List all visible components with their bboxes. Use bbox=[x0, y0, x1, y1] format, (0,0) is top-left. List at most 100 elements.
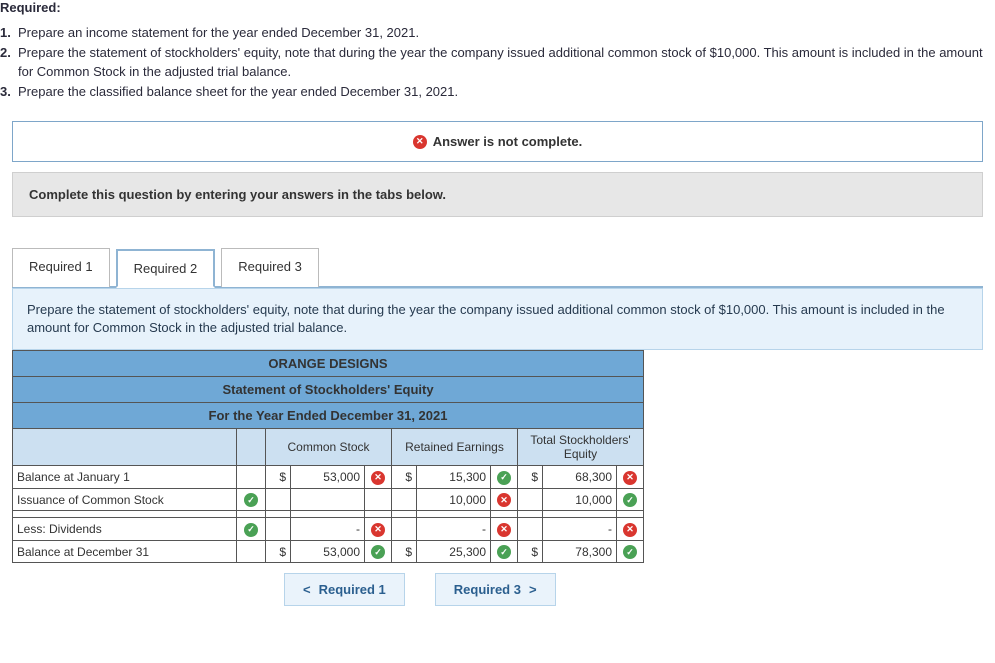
dollar-sign bbox=[392, 511, 417, 518]
row-mark bbox=[237, 540, 266, 563]
row-label[interactable]: Less: Dividends bbox=[13, 518, 237, 541]
instruction-num: 1. bbox=[0, 23, 11, 43]
value-cell[interactable] bbox=[417, 511, 491, 518]
next-label: Required 3 bbox=[454, 582, 521, 597]
value-cell[interactable]: 15,300 bbox=[417, 466, 491, 489]
mark-cell bbox=[365, 488, 392, 511]
colhead-blank bbox=[13, 429, 237, 466]
dollar-sign: $ bbox=[266, 466, 291, 489]
mark-cell: ✕ bbox=[491, 488, 518, 511]
instruction-item: 3. Prepare the classified balance sheet f… bbox=[0, 82, 995, 102]
dollar-sign bbox=[266, 518, 291, 541]
instruction-text: Prepare the statement of stockholders' e… bbox=[18, 45, 983, 80]
row-mark: ✓ bbox=[237, 488, 266, 511]
cross-icon: ✕ bbox=[623, 523, 637, 537]
mark-cell: ✕ bbox=[617, 518, 644, 541]
mark-cell: ✓ bbox=[617, 488, 644, 511]
check-icon: ✓ bbox=[497, 471, 511, 485]
cross-icon: ✕ bbox=[371, 523, 385, 537]
tab-required-3[interactable]: Required 3 bbox=[221, 248, 319, 287]
instruction-item: 2. Prepare the statement of stockholders'… bbox=[0, 43, 995, 82]
dollar-sign: $ bbox=[392, 466, 417, 489]
required-header: Required: bbox=[0, 0, 995, 15]
dollar-sign bbox=[518, 511, 543, 518]
tab-required-1[interactable]: Required 1 bbox=[12, 248, 110, 287]
chevron-right-icon: > bbox=[529, 582, 537, 597]
row-label[interactable]: Issuance of Common Stock bbox=[13, 488, 237, 511]
check-icon: ✓ bbox=[244, 493, 258, 507]
value-cell[interactable] bbox=[291, 511, 365, 518]
tabs-row: Required 1 Required 2 Required 3 bbox=[12, 247, 983, 288]
dollar-sign bbox=[392, 488, 417, 511]
tab-required-2[interactable]: Required 2 bbox=[116, 249, 216, 288]
value-cell[interactable]: - bbox=[417, 518, 491, 541]
check-icon: ✓ bbox=[497, 545, 511, 559]
table-row: Balance at December 31 $ 53,000 ✓ $ 25,3… bbox=[13, 540, 644, 563]
mark-cell bbox=[617, 511, 644, 518]
mark-cell: ✕ bbox=[365, 466, 392, 489]
dollar-sign: $ bbox=[518, 540, 543, 563]
value-cell[interactable]: 68,300 bbox=[543, 466, 617, 489]
prev-button[interactable]: < Required 1 bbox=[284, 573, 405, 606]
prev-label: Required 1 bbox=[319, 582, 386, 597]
value-cell[interactable]: - bbox=[543, 518, 617, 541]
next-button[interactable]: Required 3 > bbox=[435, 573, 556, 606]
mark-cell: ✕ bbox=[491, 518, 518, 541]
dollar-sign bbox=[518, 518, 543, 541]
instruction-num: 2. bbox=[0, 43, 11, 63]
cross-icon: ✕ bbox=[371, 471, 385, 485]
table-row: Balance at January 1 $ 53,000 ✕ $ 15,300… bbox=[13, 466, 644, 489]
value-cell[interactable]: 10,000 bbox=[417, 488, 491, 511]
row-label[interactable] bbox=[13, 511, 237, 518]
status-banner: ✕ Answer is not complete. bbox=[12, 121, 983, 162]
dollar-sign bbox=[392, 518, 417, 541]
table-title-company: ORANGE DESIGNS bbox=[13, 351, 644, 377]
colhead-total-equity: Total Stockholders' Equity bbox=[518, 429, 644, 466]
dollar-sign: $ bbox=[266, 540, 291, 563]
colhead-blank bbox=[237, 429, 266, 466]
row-label[interactable]: Balance at January 1 bbox=[13, 466, 237, 489]
cross-icon: ✕ bbox=[497, 493, 511, 507]
table-row bbox=[13, 511, 644, 518]
value-cell[interactable]: 10,000 bbox=[543, 488, 617, 511]
instruction-num: 3. bbox=[0, 82, 11, 102]
mark-cell: ✓ bbox=[617, 540, 644, 563]
instruction-bar: Complete this question by entering your … bbox=[12, 172, 983, 217]
dollar-sign bbox=[266, 511, 291, 518]
mark-cell bbox=[365, 511, 392, 518]
value-cell[interactable] bbox=[291, 488, 365, 511]
check-icon: ✓ bbox=[244, 523, 258, 537]
mark-cell: ✕ bbox=[365, 518, 392, 541]
value-cell[interactable]: 25,300 bbox=[417, 540, 491, 563]
value-cell[interactable] bbox=[543, 511, 617, 518]
chevron-left-icon: < bbox=[303, 582, 311, 597]
colhead-retained-earnings: Retained Earnings bbox=[392, 429, 518, 466]
check-icon: ✓ bbox=[623, 493, 637, 507]
dollar-sign: $ bbox=[518, 466, 543, 489]
mark-cell: ✓ bbox=[365, 540, 392, 563]
error-icon: ✕ bbox=[413, 135, 427, 149]
mark-cell: ✕ bbox=[617, 466, 644, 489]
value-cell[interactable]: 53,000 bbox=[291, 540, 365, 563]
tab-description: Prepare the statement of stockholders' e… bbox=[12, 288, 983, 350]
instruction-text: Prepare the classified balance sheet for… bbox=[18, 84, 458, 99]
row-mark: ✓ bbox=[237, 518, 266, 541]
row-label[interactable]: Balance at December 31 bbox=[13, 540, 237, 563]
table-title-period: For the Year Ended December 31, 2021 bbox=[13, 403, 644, 429]
value-cell[interactable]: 78,300 bbox=[543, 540, 617, 563]
value-cell[interactable]: - bbox=[291, 518, 365, 541]
instructions-block: 1. Prepare an income statement for the ye… bbox=[0, 23, 995, 101]
table-title-statement: Statement of Stockholders' Equity bbox=[13, 377, 644, 403]
value-cell[interactable]: 53,000 bbox=[291, 466, 365, 489]
cross-icon: ✕ bbox=[623, 471, 637, 485]
status-text: Answer is not complete. bbox=[433, 134, 583, 149]
colhead-common-stock: Common Stock bbox=[266, 429, 392, 466]
instruction-text: Prepare an income statement for the year… bbox=[18, 25, 419, 40]
dollar-sign: $ bbox=[392, 540, 417, 563]
equity-table: ORANGE DESIGNS Statement of Stockholders… bbox=[12, 350, 644, 563]
instruction-item: 1. Prepare an income statement for the ye… bbox=[0, 23, 995, 43]
mark-cell: ✓ bbox=[491, 466, 518, 489]
mark-cell bbox=[491, 511, 518, 518]
nav-buttons-row: < Required 1 Required 3 > bbox=[12, 573, 983, 606]
row-mark bbox=[237, 511, 266, 518]
